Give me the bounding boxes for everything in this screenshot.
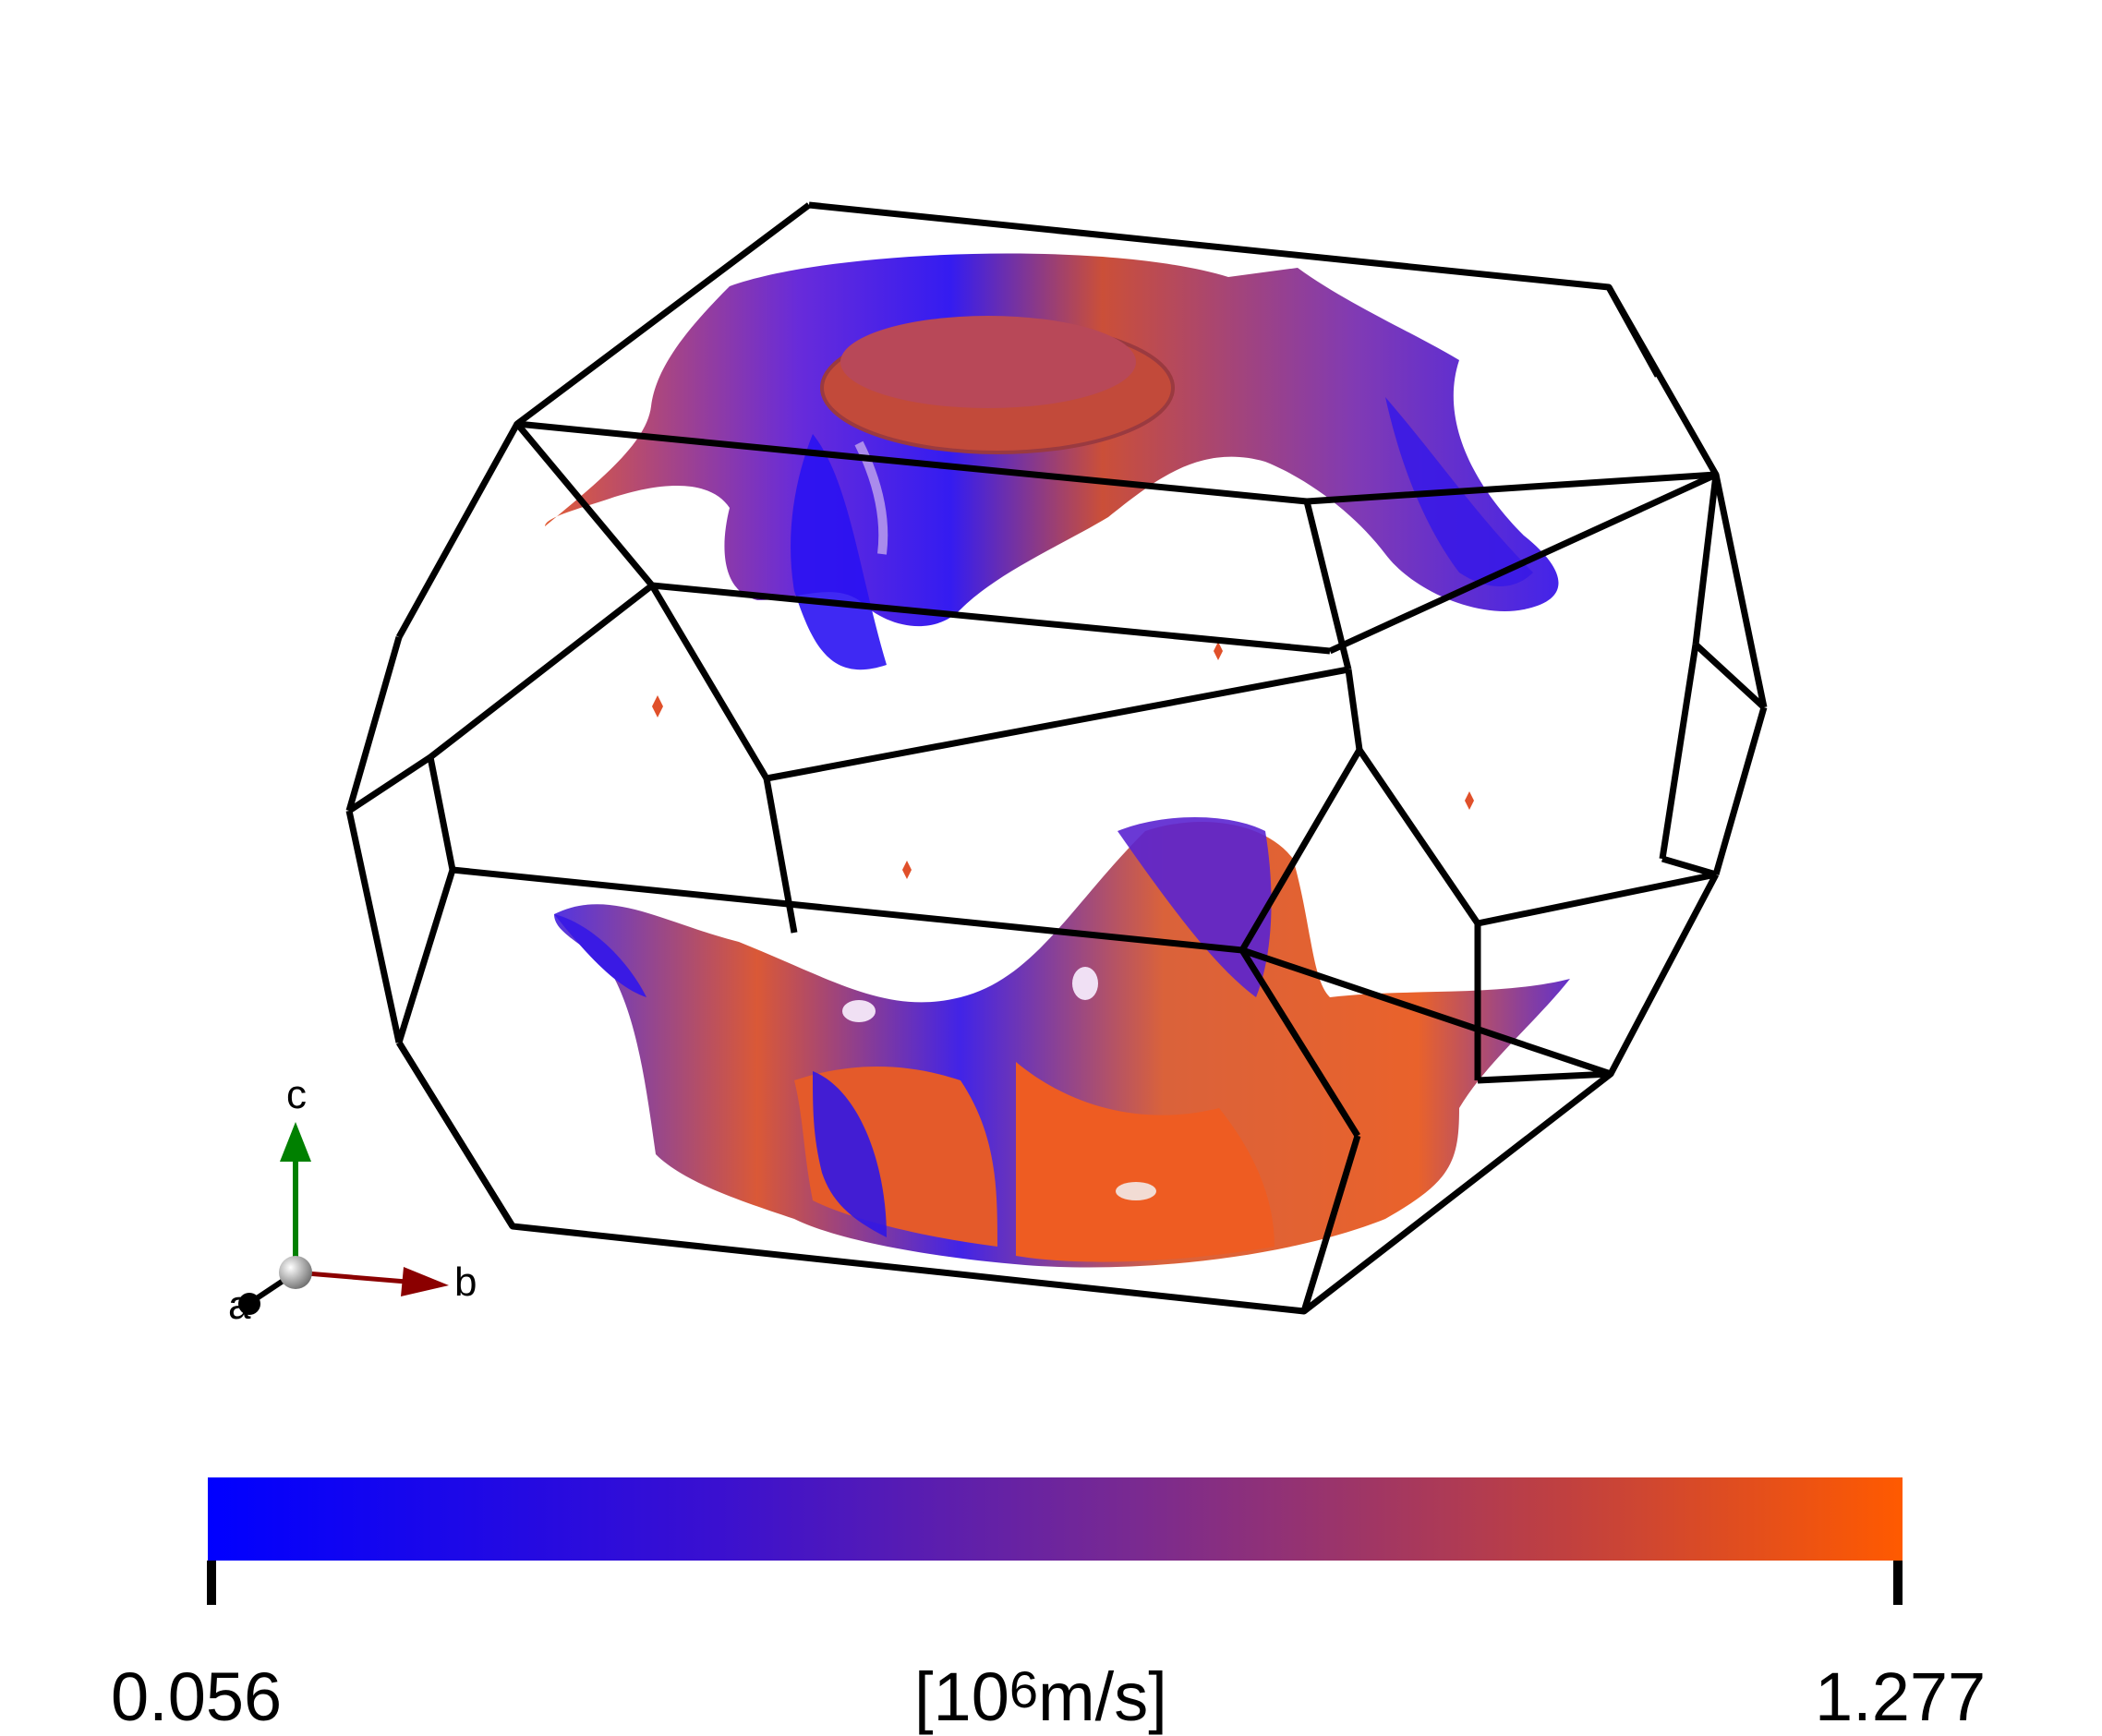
brillouin-zone <box>345 201 1768 1315</box>
axis-origin <box>279 1256 312 1289</box>
c-axis-arrowhead <box>280 1122 311 1162</box>
colorbar-gradient <box>208 1477 1903 1561</box>
unit-exponent: 6 <box>1009 1660 1039 1718</box>
a-axis-label: a <box>228 1283 251 1328</box>
colorbar-unit-label: [106m/s] <box>914 1658 1167 1736</box>
unit-prefix: [10 <box>914 1658 1009 1735</box>
unit-suffix: m/s] <box>1038 1658 1167 1735</box>
b-axis-arrowhead <box>401 1267 449 1296</box>
colorbar-max-label: 1.277 <box>1815 1658 1987 1735</box>
b-axis-label: b <box>454 1260 477 1305</box>
colorbar <box>207 1477 1903 1605</box>
fermi-surface-upper-sheet <box>545 253 1559 670</box>
b-axis-line <box>295 1270 407 1284</box>
a-axis-tip <box>238 1293 260 1315</box>
fermi-surface-lower-sheet <box>554 817 1570 1268</box>
colorbar-min-label: 0.056 <box>111 1658 283 1735</box>
fermi-pockets <box>652 642 1474 879</box>
axis-triad: c b a <box>228 1072 477 1328</box>
c-axis-label: c <box>286 1072 307 1117</box>
